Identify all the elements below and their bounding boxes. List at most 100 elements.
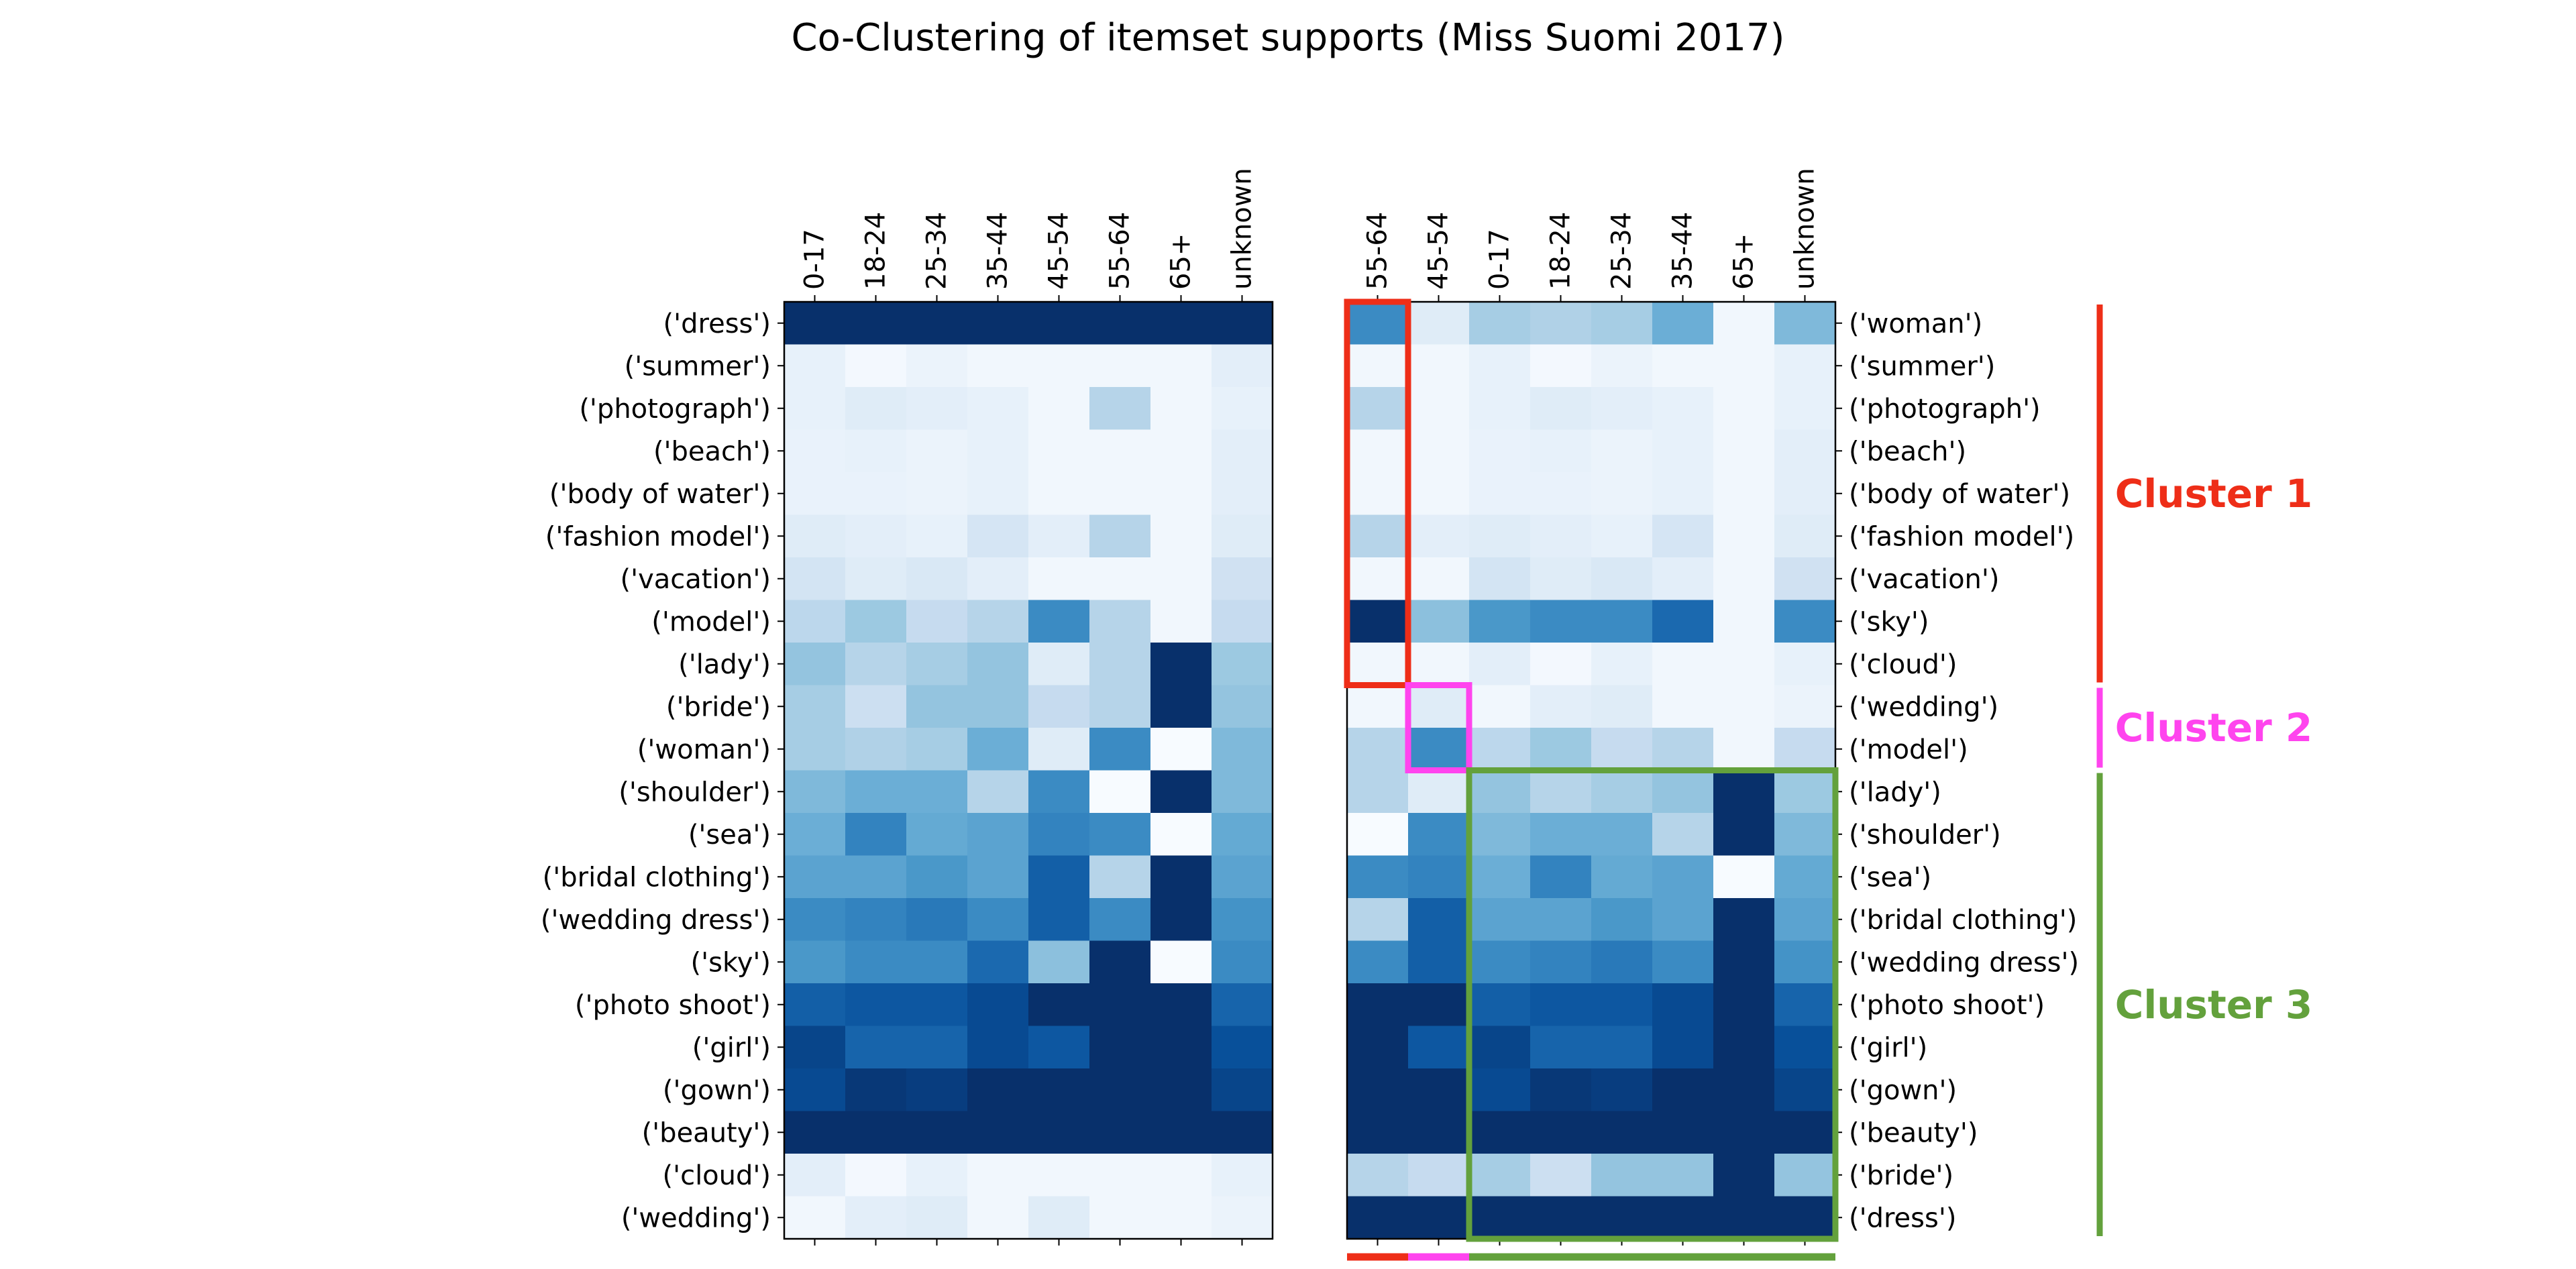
right-cell-r10-c6 xyxy=(1713,728,1775,771)
right-cell-r9-c4 xyxy=(1591,685,1653,728)
right-cell-r21-c3 xyxy=(1530,1196,1592,1239)
left-row-label: ('lady') xyxy=(678,649,771,680)
left-cell-r3-c5 xyxy=(1089,429,1151,473)
right-row-label: ('girl') xyxy=(1849,1032,1927,1063)
cluster-overlays: Cluster 1 Cluster 2 Cluster 3 xyxy=(1344,298,2312,1261)
right-row-label: ('vacation') xyxy=(1849,564,2000,595)
left-cell-r8-c4 xyxy=(1028,643,1090,686)
right-cell-r2-c1 xyxy=(1408,387,1470,431)
left-row-label: ('dress') xyxy=(663,309,771,339)
right-cell-r5-c0 xyxy=(1347,514,1409,558)
right-cell-r21-c2 xyxy=(1469,1196,1531,1239)
left-cell-r9-c7 xyxy=(1212,685,1273,728)
left-cell-r3-c2 xyxy=(906,429,968,473)
left-cell-r4-c4 xyxy=(1028,472,1090,516)
left-cell-r7-c6 xyxy=(1150,600,1212,643)
left-cell-r3-c0 xyxy=(784,429,846,473)
right-cell-r13-c0 xyxy=(1347,855,1409,899)
left-cell-r17-c2 xyxy=(906,1026,968,1069)
left-col-label: 18-24 xyxy=(861,212,892,290)
right-cell-r0-c1 xyxy=(1408,302,1470,345)
right-cell-r0-c0 xyxy=(1347,302,1409,345)
left-cell-r18-c5 xyxy=(1089,1068,1151,1112)
right-cell-r7-c1 xyxy=(1408,600,1470,643)
left-cell-r4-c6 xyxy=(1150,472,1212,516)
right-cell-r15-c4 xyxy=(1591,940,1653,984)
left-cell-r16-c2 xyxy=(906,983,968,1027)
left-cell-r6-c6 xyxy=(1150,557,1212,601)
right-cell-r16-c6 xyxy=(1713,983,1775,1027)
right-cell-r4-c3 xyxy=(1530,472,1592,516)
left-cell-r14-c5 xyxy=(1089,898,1151,942)
right-cell-r15-c5 xyxy=(1652,940,1714,984)
left-cell-r9-c0 xyxy=(784,685,846,728)
right-cell-r11-c3 xyxy=(1530,770,1592,814)
right-cell-r2-c3 xyxy=(1530,387,1592,431)
left-cell-r6-c3 xyxy=(967,557,1029,601)
right-cell-r9-c5 xyxy=(1652,685,1714,728)
right-cell-r1-c0 xyxy=(1347,344,1409,388)
right-cell-r0-c7 xyxy=(1774,302,1836,345)
right-col-label: 18-24 xyxy=(1546,212,1576,290)
left-cell-r15-c3 xyxy=(967,940,1029,984)
left-cell-r16-c6 xyxy=(1150,983,1212,1027)
right-cell-r1-c6 xyxy=(1713,344,1775,388)
right-cell-r18-c7 xyxy=(1774,1068,1836,1112)
left-cell-r0-c6 xyxy=(1150,302,1212,345)
left-cell-r20-c6 xyxy=(1150,1154,1212,1197)
right-cell-r3-c6 xyxy=(1713,429,1775,473)
right-cell-r11-c0 xyxy=(1347,770,1409,814)
left-cell-r0-c7 xyxy=(1212,302,1273,345)
right-cell-r20-c0 xyxy=(1347,1154,1409,1197)
left-cell-r14-c4 xyxy=(1028,898,1090,942)
right-cell-r10-c0 xyxy=(1347,728,1409,771)
right-col-label: 25-34 xyxy=(1607,212,1638,290)
left-cell-r8-c1 xyxy=(845,643,907,686)
left-cell-r5-c1 xyxy=(845,514,907,558)
right-cell-r3-c3 xyxy=(1530,429,1592,473)
left-cell-r21-c1 xyxy=(845,1196,907,1239)
left-cell-r18-c0 xyxy=(784,1068,846,1112)
right-cell-r0-c3 xyxy=(1530,302,1592,345)
right-cell-r21-c0 xyxy=(1347,1196,1409,1239)
cluster-1-label: Cluster 1 xyxy=(2115,471,2312,516)
left-col-label: 55-64 xyxy=(1105,212,1136,290)
right-cell-r14-c5 xyxy=(1652,898,1714,942)
right-cell-r15-c0 xyxy=(1347,940,1409,984)
left-cell-r12-c2 xyxy=(906,813,968,857)
right-row-label: ('shoulder') xyxy=(1849,820,2001,850)
right-row-label: ('lady') xyxy=(1849,777,1941,808)
left-col-label: 0-17 xyxy=(800,229,830,290)
left-cell-r2-c2 xyxy=(906,387,968,431)
right-cell-r8-c6 xyxy=(1713,643,1775,686)
right-cell-r13-c2 xyxy=(1469,855,1531,899)
left-cell-r21-c4 xyxy=(1028,1196,1090,1239)
left-cell-r17-c7 xyxy=(1212,1026,1273,1069)
right-cell-r10-c1 xyxy=(1408,728,1470,771)
right-cell-r6-c1 xyxy=(1408,557,1470,601)
left-cell-r0-c1 xyxy=(845,302,907,345)
left-cell-r18-c1 xyxy=(845,1068,907,1112)
left-cell-r16-c7 xyxy=(1212,983,1273,1027)
right-cell-r6-c7 xyxy=(1774,557,1836,601)
left-cell-r7-c5 xyxy=(1089,600,1151,643)
left-cell-r0-c2 xyxy=(906,302,968,345)
right-cell-r6-c5 xyxy=(1652,557,1714,601)
left-cell-r15-c7 xyxy=(1212,940,1273,984)
right-cell-r12-c2 xyxy=(1469,813,1531,857)
left-frame xyxy=(783,300,1274,1240)
left-cell-r16-c3 xyxy=(967,983,1029,1027)
left-cell-r2-c0 xyxy=(784,387,846,431)
right-cell-r12-c5 xyxy=(1652,813,1714,857)
left-row-label: ('girl') xyxy=(692,1032,771,1063)
left-row-label: ('wedding dress') xyxy=(541,905,771,936)
left-cell-r14-c2 xyxy=(906,898,968,942)
left-cell-r5-c5 xyxy=(1089,514,1151,558)
right-cell-r8-c5 xyxy=(1652,643,1714,686)
right-cell-r10-c2 xyxy=(1469,728,1531,771)
left-cell-r1-c6 xyxy=(1150,344,1212,388)
right-cell-r15-c3 xyxy=(1530,940,1592,984)
right-cell-r21-c4 xyxy=(1591,1196,1653,1239)
right-cell-r19-c4 xyxy=(1591,1111,1653,1154)
left-row-label: ('photograph') xyxy=(579,394,771,425)
